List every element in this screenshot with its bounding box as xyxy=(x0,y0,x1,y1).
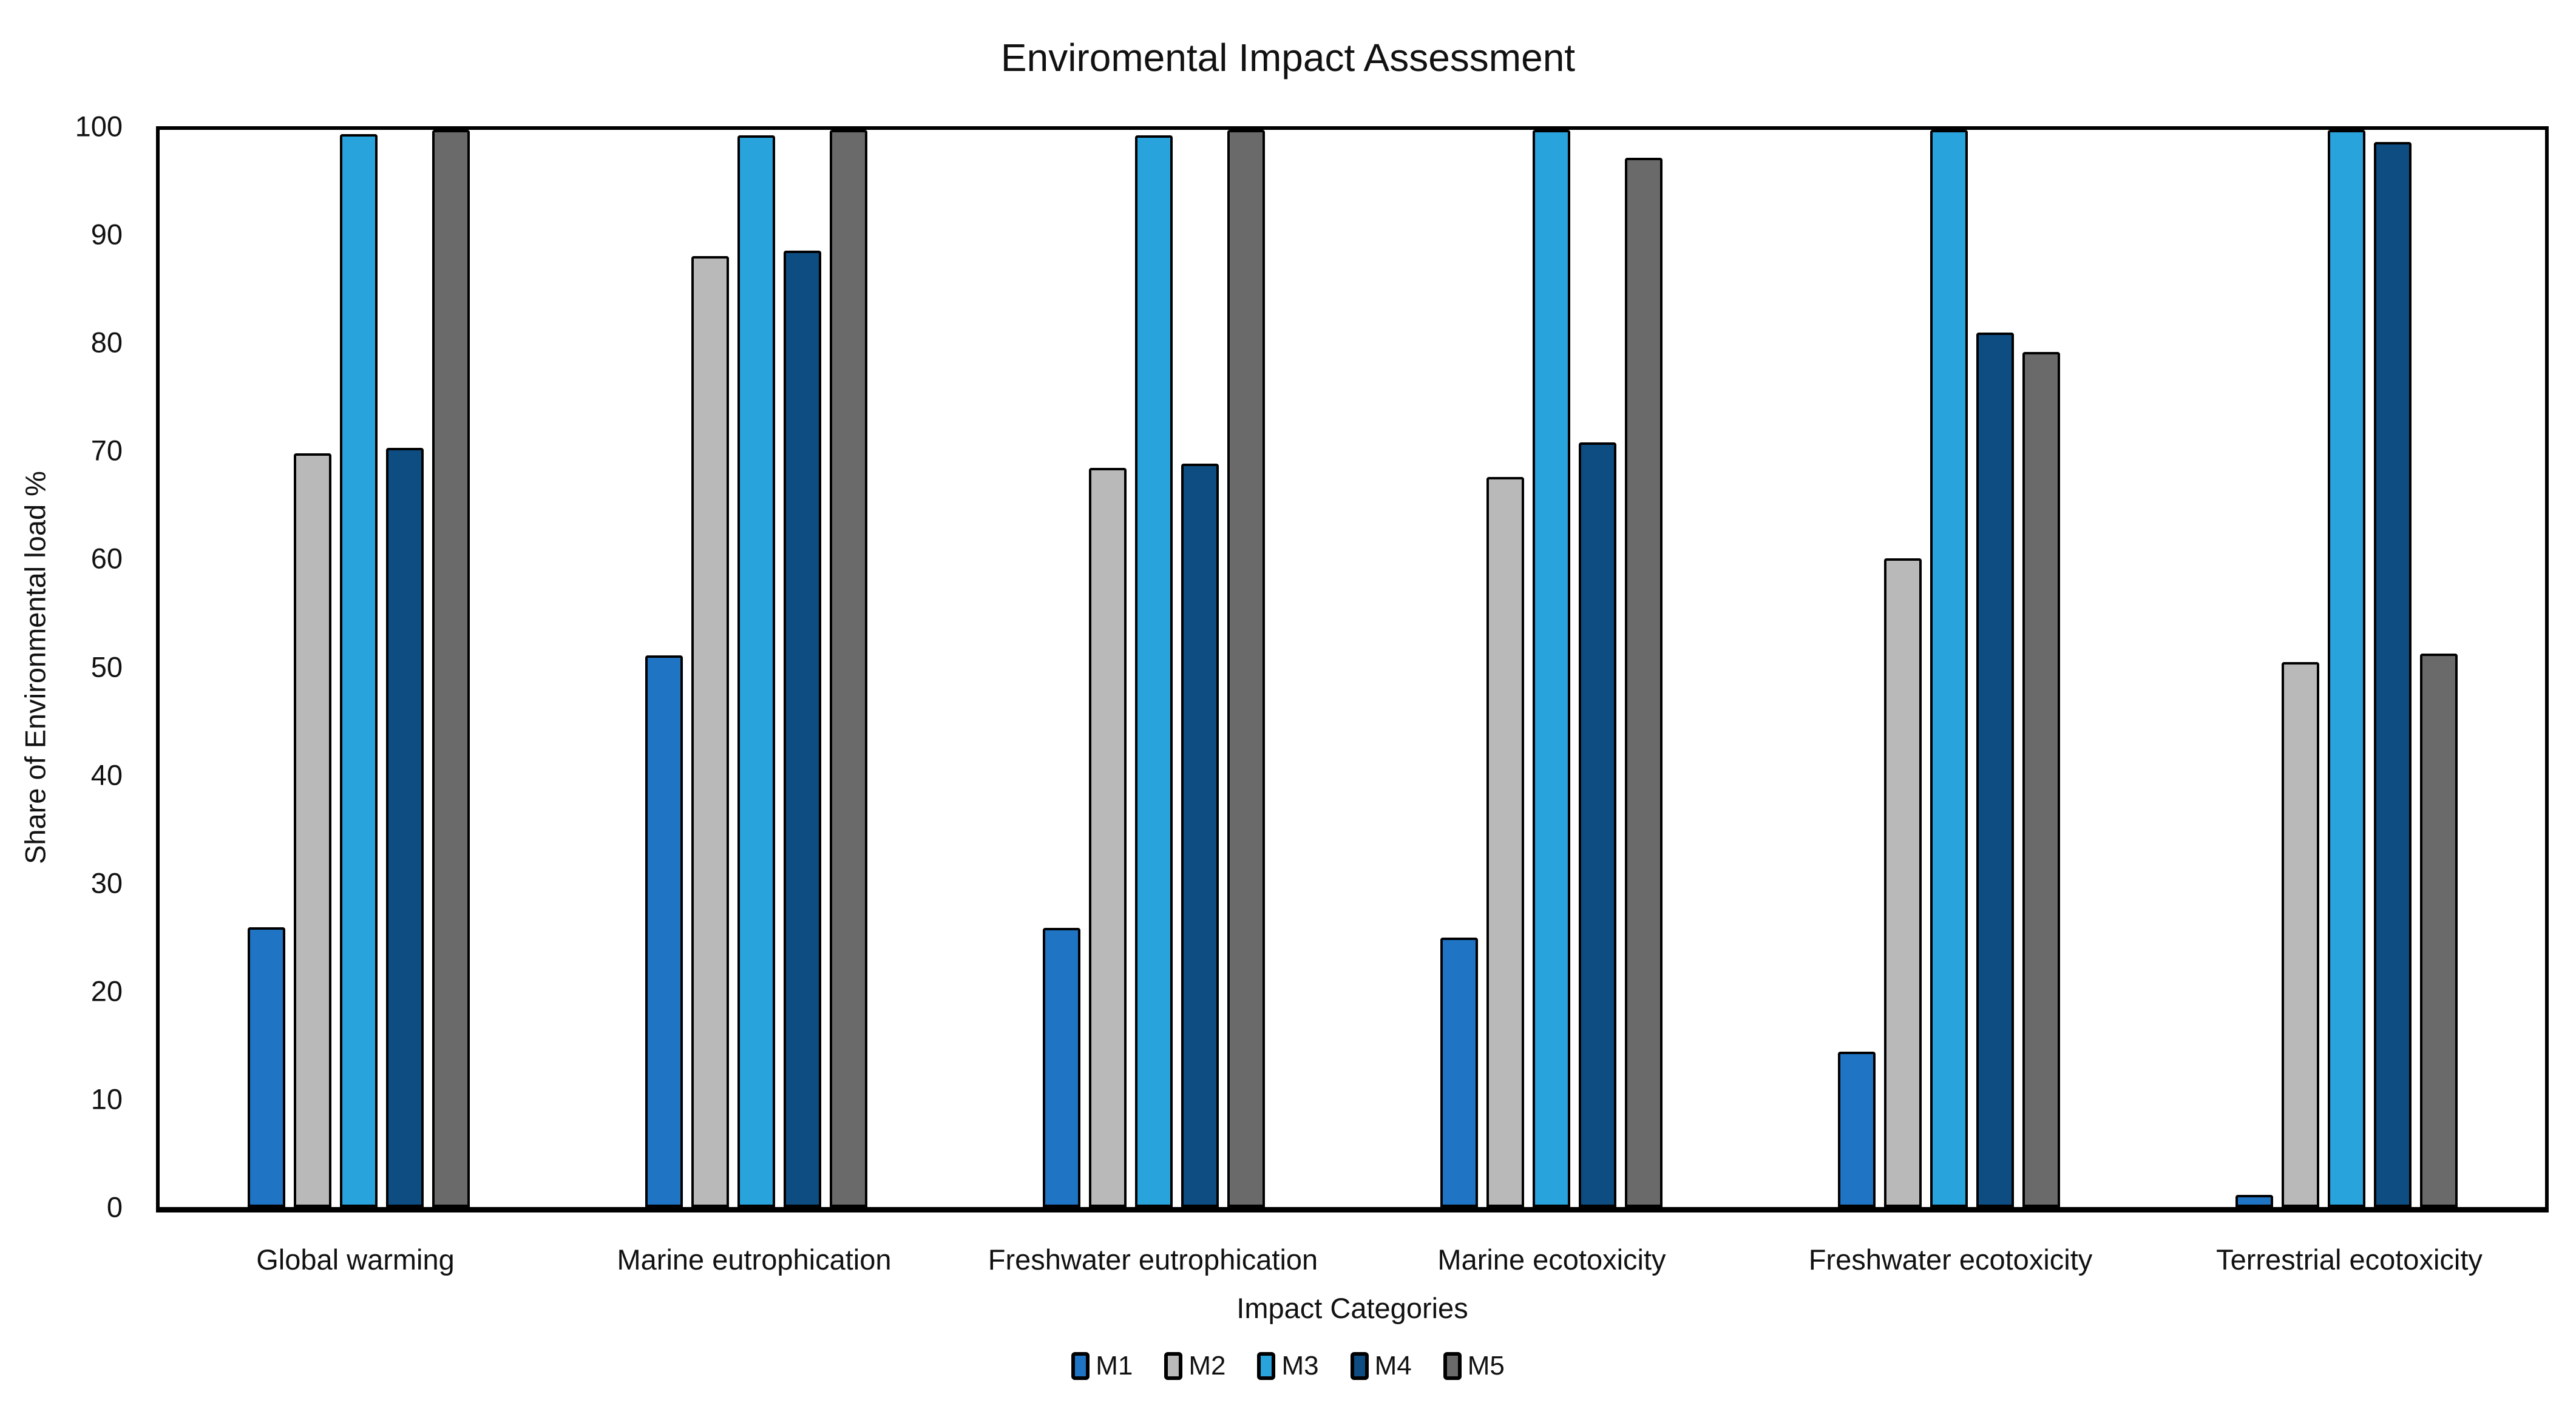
bar-group-global-warming xyxy=(160,130,557,1207)
bar-m1-freshwater-eutrophication xyxy=(1042,928,1080,1207)
bar-m1-terrestrial-ecotoxicity xyxy=(2235,1195,2273,1207)
category-label-global-warming: Global warming xyxy=(256,1243,455,1276)
bar-group-marine-ecotoxicity xyxy=(1352,130,1750,1207)
legend-label-m5: M5 xyxy=(1467,1351,1505,1381)
bar-m5-marine-eutrophication xyxy=(829,130,867,1207)
y-axis-ticks: 0 10 20 30 40 50 60 70 80 90 100 xyxy=(0,112,140,1222)
bar-m3-global-warming xyxy=(339,134,378,1207)
legend-label-m1: M1 xyxy=(1096,1351,1133,1381)
category-label-marine-eutrophication: Marine eutrophication xyxy=(617,1243,892,1276)
bar-m4-terrestrial-ecotoxicity xyxy=(2373,141,2412,1207)
bar-m2-global-warming xyxy=(293,453,331,1207)
legend-swatch-m4 xyxy=(1350,1352,1369,1380)
category-label-freshwater-ecotoxicity: Freshwater ecotoxicity xyxy=(1808,1243,2093,1276)
bar-m1-freshwater-ecotoxicity xyxy=(1837,1052,1876,1207)
y-tick-label-60: 60 xyxy=(90,542,123,575)
bar-m1-marine-ecotoxicity xyxy=(1440,938,1478,1207)
bar-groups xyxy=(160,130,2545,1207)
legend-item-m2: M2 xyxy=(1164,1351,1225,1381)
bar-m2-marine-ecotoxicity xyxy=(1486,476,1524,1207)
bar-group-terrestrial-ecotoxicity xyxy=(2147,130,2545,1207)
bar-m3-terrestrial-ecotoxicity xyxy=(2327,130,2365,1207)
bar-m5-terrestrial-ecotoxicity xyxy=(2419,653,2458,1207)
bar-m2-freshwater-eutrophication xyxy=(1088,468,1127,1207)
y-tick-label-20: 20 xyxy=(90,975,123,1007)
bar-m4-global-warming xyxy=(385,447,424,1207)
x-axis-category-labels: Global warming Marine eutrophication Fresh… xyxy=(156,1243,2549,1276)
legend-swatch-m2 xyxy=(1164,1352,1183,1380)
bar-m4-freshwater-eutrophication xyxy=(1181,464,1219,1207)
bar-m5-freshwater-ecotoxicity xyxy=(2022,351,2060,1207)
bar-m4-marine-eutrophication xyxy=(783,250,821,1207)
bar-m3-marine-ecotoxicity xyxy=(1532,130,1570,1207)
legend-item-m4: M4 xyxy=(1350,1351,1412,1381)
y-tick-label-0: 0 xyxy=(106,1191,123,1223)
bar-group-marine-eutrophication xyxy=(557,130,955,1207)
chart-title: Enviromental Impact Assessment xyxy=(1000,36,1576,79)
bar-m2-freshwater-ecotoxicity xyxy=(1883,558,1922,1207)
bar-m1-global-warming xyxy=(247,927,285,1207)
y-tick-label-40: 40 xyxy=(90,759,123,791)
legend-label-m3: M3 xyxy=(1281,1351,1319,1381)
x-axis-title: Impact Categories xyxy=(1236,1292,1468,1324)
bar-m1-marine-eutrophication xyxy=(645,655,683,1207)
y-tick-label-50: 50 xyxy=(90,651,123,683)
bar-group-freshwater-eutrophication xyxy=(955,130,1352,1207)
category-label-freshwater-eutrophication: Freshwater eutrophication xyxy=(988,1243,1318,1276)
bar-m2-marine-eutrophication xyxy=(691,255,729,1207)
legend-label-m4: M4 xyxy=(1374,1351,1412,1381)
plot-area xyxy=(156,126,2549,1212)
y-tick-label-90: 90 xyxy=(90,218,123,251)
y-tick-label-100: 100 xyxy=(75,110,123,143)
bar-m4-marine-ecotoxicity xyxy=(1578,442,1616,1207)
bar-m3-freshwater-ecotoxicity xyxy=(1930,130,1968,1207)
legend-item-m1: M1 xyxy=(1071,1351,1133,1381)
y-tick-label-70: 70 xyxy=(90,434,123,467)
legend-swatch-m5 xyxy=(1443,1352,1462,1380)
y-tick-label-10: 10 xyxy=(90,1083,123,1115)
legend-swatch-m1 xyxy=(1071,1352,1090,1380)
bar-m5-freshwater-eutrophication xyxy=(1227,130,1265,1207)
legend-item-m5: M5 xyxy=(1443,1351,1505,1381)
chart-legend: M1 M2 M3 M4 M5 xyxy=(0,1351,2576,1381)
bar-m2-terrestrial-ecotoxicity xyxy=(2281,661,2319,1207)
bar-m5-marine-ecotoxicity xyxy=(1624,158,1663,1207)
bar-m4-freshwater-ecotoxicity xyxy=(1976,332,2014,1207)
bar-m3-freshwater-eutrophication xyxy=(1134,135,1173,1207)
legend-item-m3: M3 xyxy=(1257,1351,1319,1381)
bar-m3-marine-eutrophication xyxy=(737,135,775,1207)
category-label-marine-ecotoxicity: Marine ecotoxicity xyxy=(1437,1243,1666,1276)
y-tick-label-30: 30 xyxy=(90,867,123,899)
bar-m5-global-warming xyxy=(432,130,470,1207)
bar-group-freshwater-ecotoxicity xyxy=(1750,130,2147,1207)
y-tick-label-80: 80 xyxy=(90,326,123,359)
legend-label-m2: M2 xyxy=(1188,1351,1226,1381)
legend-swatch-m3 xyxy=(1257,1352,1276,1380)
category-label-terrestrial-ecotoxicity: Terrestrial ecotoxicity xyxy=(2216,1243,2483,1276)
